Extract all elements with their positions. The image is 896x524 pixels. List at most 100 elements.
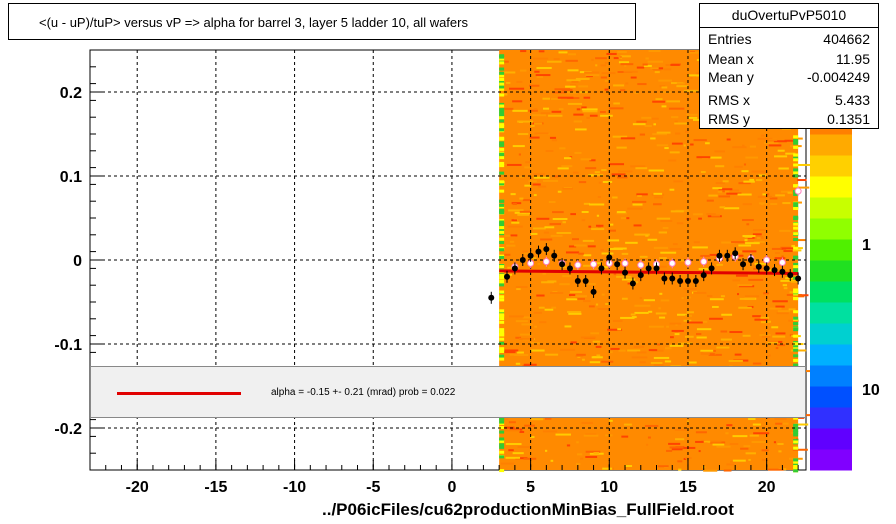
heatmap-cell [788, 308, 796, 311]
heatmap-cell [627, 207, 643, 210]
heatmap-cell [797, 295, 805, 298]
heatmap-cell [568, 53, 577, 56]
heatmap-cell [739, 297, 756, 300]
heatmap-cell [540, 112, 551, 115]
heatmap-edge-cell [499, 450, 505, 454]
heatmap-cell [551, 139, 558, 142]
heatmap-cell [726, 138, 731, 141]
heatmap-cell [759, 334, 771, 337]
heatmap-cell [522, 316, 531, 319]
heatmap-cell [559, 348, 576, 351]
heatmap-cell [627, 349, 641, 352]
heatmap-cell [598, 181, 602, 184]
heatmap-cell [767, 354, 771, 357]
heatmap-edge-cell [793, 215, 799, 219]
open-point [542, 258, 550, 266]
heatmap-cell [594, 171, 600, 174]
heatmap-cell [648, 169, 665, 172]
heatmap-edge-cell [499, 455, 505, 459]
profile-point [684, 278, 691, 284]
heatmap-edge-cell [499, 295, 505, 299]
heatmap-cell [715, 165, 725, 168]
heatmap-cell [538, 50, 545, 53]
heatmap-cell [567, 310, 582, 313]
heatmap-cell [748, 458, 751, 461]
heatmap-cell [686, 311, 694, 314]
heatmap-cell [693, 241, 700, 244]
heatmap-edge-cell [499, 102, 505, 106]
heatmap-cell [620, 137, 636, 140]
profile-point [488, 294, 495, 301]
profile-point [763, 265, 770, 272]
heatmap-edge-cell [499, 416, 505, 420]
heatmap-cell [677, 313, 687, 316]
heatmap-cell [636, 120, 647, 123]
heatmap-cell [790, 280, 799, 283]
heatmap-cell [595, 262, 602, 265]
heatmap-edge-cell [499, 110, 505, 114]
heatmap-cell [612, 319, 623, 322]
profile-point [653, 265, 660, 272]
heatmap-edge-cell [793, 316, 799, 320]
heatmap-cell [706, 199, 714, 202]
profile-point [779, 268, 786, 275]
heatmap-cell [582, 300, 591, 303]
stats-box: duOvertuPvP5010 Entries 404662 Mean x 11… [699, 3, 879, 129]
profile-point [740, 261, 747, 268]
heatmap-cell [647, 238, 658, 241]
x-tick-label: 5 [526, 479, 535, 496]
heatmap-cell [607, 239, 620, 242]
heatmap-cell [685, 130, 689, 133]
heatmap-edge-cell [499, 189, 505, 193]
heatmap-cell [744, 239, 748, 242]
heatmap-cell [546, 60, 562, 63]
heatmap-cell [761, 134, 765, 137]
heatmap-cell [775, 251, 780, 254]
heatmap-edge-cell [499, 171, 505, 175]
title-box: <(u - uP)/tuP> versus vP => alpha for ba… [8, 3, 636, 40]
heatmap-edge-cell [499, 203, 505, 207]
heatmap-cell [601, 252, 614, 255]
profile-point [559, 261, 566, 268]
heatmap-cell [659, 316, 666, 319]
heatmap-cell [570, 213, 576, 216]
heatmap-cell [734, 165, 743, 168]
heatmap-cell [666, 100, 681, 103]
heatmap-cell [681, 297, 684, 300]
profile-point [535, 248, 542, 255]
colorbar-segment [810, 449, 852, 471]
heatmap-cell [542, 179, 558, 182]
heatmap-cell [660, 251, 677, 254]
heatmap-cell [752, 423, 761, 426]
heatmap-cell [539, 321, 547, 324]
heatmap-cell [595, 224, 604, 227]
heatmap-cell [575, 297, 585, 300]
heatmap-edge-cell [499, 220, 505, 224]
heatmap-edge-cell [499, 112, 505, 116]
heatmap-cell [753, 228, 766, 231]
heatmap-cell [549, 223, 561, 226]
heatmap-edge-cell [499, 469, 505, 473]
heatmap-edge-cell [499, 230, 505, 234]
heatmap-edge-cell [499, 298, 505, 302]
heatmap-cell [632, 200, 647, 203]
heatmap-edge-cell [499, 104, 505, 108]
heatmap-cell [760, 321, 769, 324]
heatmap-cell [576, 353, 586, 356]
heatmap-edge-cell [499, 123, 505, 127]
heatmap-edge-cell [793, 464, 799, 468]
heatmap-cell [634, 233, 650, 236]
heatmap-cell [794, 423, 809, 426]
heatmap-cell [550, 459, 554, 462]
heatmap-cell [512, 145, 525, 148]
heatmap-cell [782, 202, 791, 205]
heatmap-cell [519, 176, 524, 179]
heatmap-cell [534, 70, 540, 73]
stats-separator [700, 27, 878, 28]
heatmap-cell [610, 223, 614, 226]
heatmap-cell [766, 320, 772, 323]
heatmap-cell [554, 175, 559, 178]
heatmap-cell [512, 452, 524, 455]
heatmap-edge-cell [499, 445, 505, 449]
heatmap-cell [512, 100, 523, 103]
